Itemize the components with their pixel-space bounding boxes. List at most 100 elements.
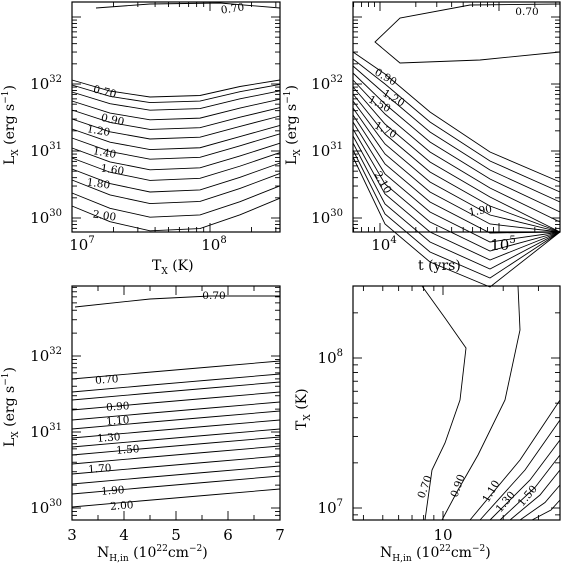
panel-2-contour — [352, 156, 561, 288]
panel-2-contour — [352, 86, 561, 233]
panel-2-contour — [352, 149, 561, 279]
panel-2-contour-label: 0.70 — [515, 6, 538, 18]
svg-text:LX (erg s−1): LX (erg s−1) — [1, 85, 21, 165]
panel-3-contour — [71, 428, 281, 448]
panel-2-contour — [352, 114, 561, 234]
panel-2-contour — [352, 58, 561, 193]
panel-4-contour — [421, 285, 467, 521]
panel-1-ylabel: LX (erg s−1) — [1, 85, 21, 165]
panel-2-xtick-label: 104 — [371, 235, 396, 254]
panel-3-contour — [71, 381, 281, 401]
panel-3-contour — [71, 475, 281, 495]
panel-3-contour — [71, 360, 281, 380]
panel-4-contour — [489, 439, 561, 521]
panel-4-contour-label: 1.50 — [516, 483, 540, 509]
panel-1-contour — [71, 142, 281, 171]
panel-2-ytick-label: 1031 — [311, 141, 343, 160]
panel-4-contour — [441, 285, 521, 521]
panel-1-xtick-label: 107 — [69, 235, 94, 254]
panel-1-contour — [71, 83, 281, 104]
panel-2-contour — [352, 128, 561, 252]
panel-3-xtick-label: 6 — [223, 526, 233, 544]
panel-3-ytick-label: 1032 — [30, 346, 62, 365]
panel-4-xtick-label: 10 — [433, 526, 452, 544]
panel-2-ytick-label: 1030 — [311, 208, 343, 227]
svg-text:LX (erg s−1): LX (erg s−1) — [283, 85, 303, 165]
panel-1-ytick-label: 1032 — [30, 74, 62, 93]
panel-1-contour-label: 1.20 — [86, 123, 111, 139]
panel-2-xlabel: t (yrs) — [418, 258, 461, 274]
panel-3-contour — [71, 373, 281, 393]
panel-4-contour — [499, 454, 561, 521]
panel-1-xtick-label: 108 — [201, 235, 226, 254]
panel-3-ylabel: LX (erg s−1) — [1, 367, 21, 447]
panel-1-contour — [71, 133, 281, 160]
panel-2-contour — [352, 72, 561, 213]
panel-1-contour-label: 1.60 — [100, 162, 125, 177]
panel-2-ytick-label: 1032 — [311, 74, 343, 93]
panel-3-contour — [71, 401, 281, 421]
panel-2-ylabel: LX (erg s−1) — [283, 85, 303, 165]
panel-1-contour — [71, 152, 281, 181]
panel-2-frame — [352, 1, 561, 233]
panel-1-contour — [71, 185, 281, 218]
svg-text:LX (erg s−1): LX (erg s−1) — [1, 367, 21, 447]
panel-3-contour-label: 0.70 — [95, 373, 119, 387]
panel-1-contour — [71, 124, 281, 151]
panel-2-contour — [352, 51, 561, 183]
panel-1-contour-label: 0.70 — [220, 1, 245, 16]
panel-2-contour — [352, 93, 561, 233]
panel-1-contour — [95, 2, 281, 9]
panel-1-contour — [71, 79, 281, 98]
panel-3-contour — [71, 419, 281, 439]
panel-1-contour-label: 0.70 — [92, 83, 118, 100]
panel-2-contour — [352, 107, 561, 233]
panel-3-xtick-label: 3 — [67, 526, 77, 544]
panel-4-contour-label: 0.70 — [416, 474, 435, 500]
panel-3-contour-label: 0.90 — [106, 400, 130, 414]
panel-2-xtick-label: 105 — [490, 235, 515, 254]
panel-3-xtick-label: 7 — [275, 526, 285, 544]
panel-1-contour — [71, 107, 281, 130]
panel-3-contour-label: 1.30 — [97, 431, 121, 445]
panel-2-contour-label: 1.90 — [468, 203, 493, 219]
panel-3-contour-label: 0.70 — [202, 290, 225, 302]
panel-2-contour-label: 0.90 — [372, 66, 398, 88]
panel-2-contour — [352, 142, 561, 270]
panel-3-contour — [71, 410, 281, 430]
panel-4-contour — [479, 419, 561, 521]
panel-1-contour — [71, 172, 281, 205]
panel-4-contour — [469, 399, 561, 521]
svg-text:TX (K): TX (K) — [294, 388, 313, 430]
panel-1-contour — [71, 98, 281, 121]
panel-2-contour — [352, 65, 561, 203]
panel-1-contour-label: 1.40 — [92, 145, 117, 161]
panel-3-contour-label: 1.70 — [88, 462, 112, 476]
panel-3-xlabel: NH,in (1022cm−2) — [97, 544, 208, 564]
panel-3-contour-label: 1.10 — [106, 414, 130, 428]
panel-1-contour — [71, 162, 281, 193]
panel-1-ytick-label: 1031 — [30, 141, 62, 160]
panel-1-contour — [71, 90, 281, 111]
panel-4-ytick-label: 107 — [318, 498, 343, 517]
panel-3-contour — [74, 295, 280, 308]
panel-1-contour-label: 2.00 — [92, 208, 117, 223]
panel-1-xlabel: TX (K) — [152, 258, 194, 277]
panel-2-contour — [352, 121, 561, 243]
panel-3-contour — [71, 436, 281, 456]
panel-3-contour — [71, 455, 281, 475]
panel-1-contour — [71, 115, 281, 140]
panel-1-contour — [71, 197, 281, 232]
panel-3-xtick-label: 4 — [119, 526, 129, 544]
panel-4-ytick-label: 108 — [318, 348, 343, 367]
panel-3-contour-label: 1.50 — [116, 443, 140, 457]
panel-3-contour — [71, 465, 281, 485]
panel-2-contour — [352, 79, 561, 223]
panel-4-contour — [531, 499, 561, 521]
panel-1-frame — [71, 1, 281, 233]
panel-4-ylabel: TX (K) — [294, 388, 313, 430]
panel-1-ytick-label: 1030 — [30, 208, 62, 227]
panel-1-contour-label: 1.80 — [86, 176, 111, 191]
panel-2-contour-label: 2.10 — [372, 169, 394, 195]
